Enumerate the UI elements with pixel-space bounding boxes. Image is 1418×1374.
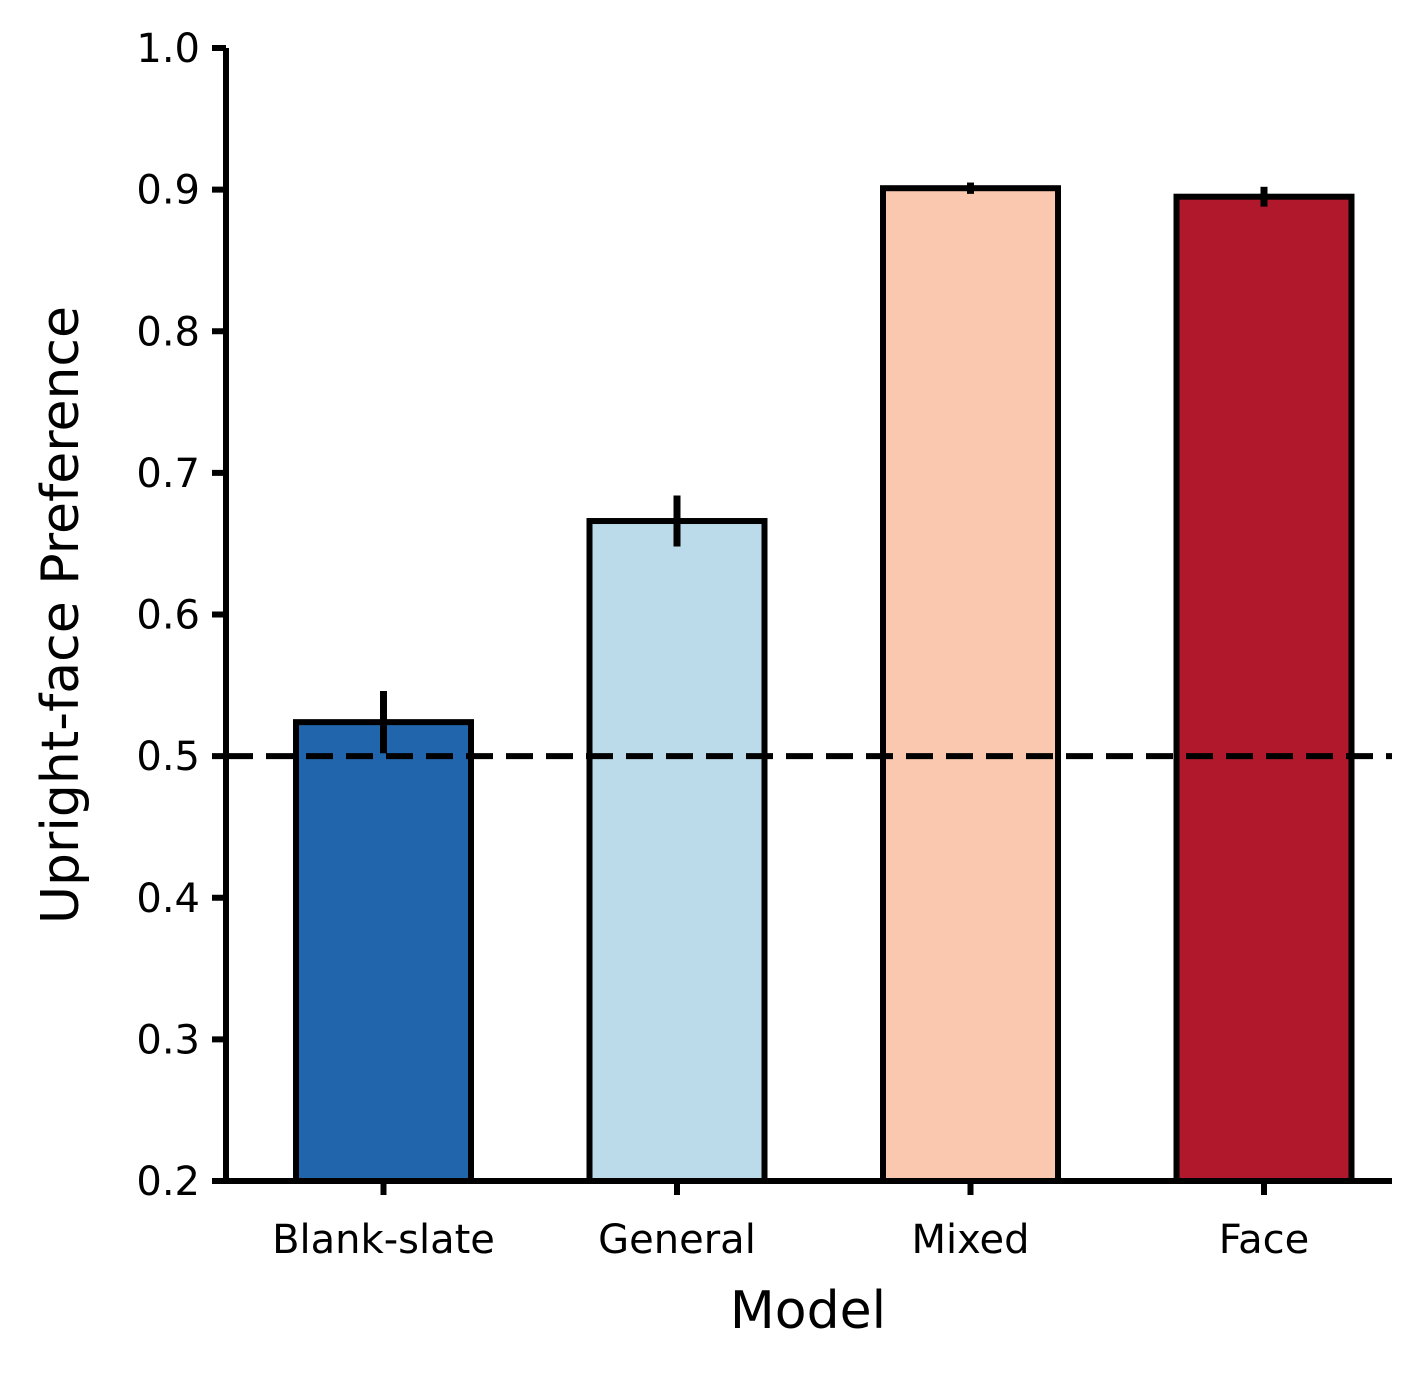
y-axis-label: Upright-face Preference <box>31 306 91 924</box>
bar-general <box>586 518 768 1184</box>
error-bars-layer <box>380 182 1268 754</box>
x-tick-label: Face <box>1219 1217 1309 1263</box>
y-tick-label: 0.8 <box>136 309 200 355</box>
x-ticks-layer: Blank-slate General Mixed Face <box>272 1181 1309 1263</box>
bar-mixed <box>880 185 1061 1185</box>
x-tick-label: Mixed <box>911 1217 1029 1263</box>
bar-blank-slate <box>293 719 474 1184</box>
x-tick-label: General <box>598 1217 756 1263</box>
bar-face <box>1173 193 1355 1185</box>
y-tick-label: 0.7 <box>136 451 200 497</box>
bars-layer <box>293 185 1355 1185</box>
x-axis-label: Model <box>730 1281 886 1341</box>
y-tick-label: 1.0 <box>136 26 200 72</box>
y-tick-label: 0.3 <box>136 1017 200 1063</box>
y-ticks-layer: 0.2 0.3 0.4 0.5 0.6 0.7 0.8 0.9 1.0 <box>136 26 226 1205</box>
y-tick-label: 0.2 <box>136 1159 200 1205</box>
x-tick-label: Blank-slate <box>272 1217 495 1263</box>
y-tick-label: 0.9 <box>136 168 200 214</box>
y-tick-label: 0.4 <box>136 876 200 922</box>
y-tick-label: 0.6 <box>136 593 200 639</box>
y-tick-label: 0.5 <box>136 734 200 780</box>
